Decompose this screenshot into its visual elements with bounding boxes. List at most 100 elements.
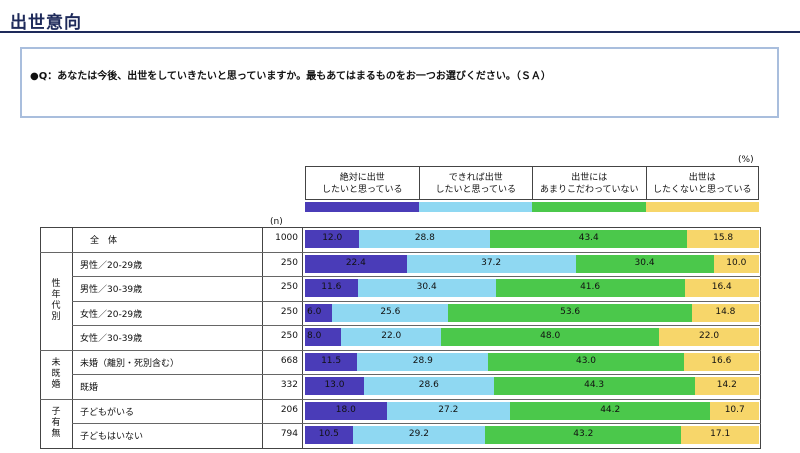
row-divider xyxy=(72,374,761,375)
data-label: 10.7 xyxy=(724,404,745,415)
n-column-header: (n) xyxy=(270,217,283,227)
legend-label-4: 出世は したくないと思っている xyxy=(652,173,752,195)
row-divider xyxy=(40,398,761,400)
group-label: 性年代別 xyxy=(51,278,61,322)
row-divider xyxy=(72,423,761,424)
row-divider xyxy=(72,276,761,277)
row-divider xyxy=(72,325,761,326)
data-label: 13.0 xyxy=(324,380,345,390)
stacked-bar: 22.4 37.2 30.4 10.0 xyxy=(305,254,759,273)
bar-segment xyxy=(510,401,711,420)
row-label: 女性／30-39歳 xyxy=(80,334,143,344)
bar-segment xyxy=(485,426,682,444)
row-label: 男性／20-29歳 xyxy=(80,260,143,271)
bar-segment xyxy=(305,426,353,444)
stacked-bar: 10.5 29.2 43.2 17.1 xyxy=(305,426,759,444)
bar-segment xyxy=(448,303,692,322)
bar-segment xyxy=(687,230,759,248)
bar-segment xyxy=(490,230,688,248)
stacked-bar: 11.6 30.4 41.6 16.4 xyxy=(305,279,759,297)
data-label: 43.2 xyxy=(573,429,594,439)
row-label: 既婚 xyxy=(80,383,99,393)
bar-segment xyxy=(684,279,759,297)
group-label: 子有無 xyxy=(51,406,61,439)
stacked-bar: 6.0 25.6 53.6 14.8 xyxy=(305,303,759,322)
data-label: 16.4 xyxy=(711,282,732,292)
bar-segment xyxy=(681,426,759,444)
n-value: 1000 xyxy=(275,233,298,243)
bar-segment xyxy=(359,230,491,248)
row-label: 子どもはいない xyxy=(80,432,144,442)
data-label: 25.6 xyxy=(380,306,401,317)
data-label: 14.2 xyxy=(716,380,737,390)
legend-swatch-3 xyxy=(532,202,646,212)
bar-segment xyxy=(363,377,494,395)
data-label: 43.0 xyxy=(575,355,597,366)
data-label: 48.0 xyxy=(540,331,561,341)
stacked-bar: 12.0 28.8 43.4 15.8 xyxy=(305,230,759,248)
bar-segment xyxy=(488,352,684,371)
title-divider xyxy=(0,31,800,33)
bar-segment xyxy=(305,328,342,346)
bar-segment xyxy=(495,279,685,297)
bar-segment xyxy=(341,328,442,346)
bar-segment xyxy=(683,352,759,371)
n-value: 668 xyxy=(280,355,298,366)
label-column-divider xyxy=(262,227,263,448)
bar-segment xyxy=(305,401,387,420)
data-label: 41.6 xyxy=(580,282,601,292)
row-label: 未婚（離別・死別含む） xyxy=(80,358,180,369)
stacked-bar: 8.0 22.0 48.0 22.0 xyxy=(305,328,759,346)
bar-segment xyxy=(441,328,660,346)
bar-segment xyxy=(357,279,496,297)
chart-table-frame xyxy=(40,227,761,449)
data-label: 15.8 xyxy=(713,233,734,243)
bar-segment xyxy=(305,279,358,297)
data-label: 12.0 xyxy=(322,233,343,243)
bar-segment xyxy=(713,254,759,273)
data-label: 27.2 xyxy=(438,404,459,415)
bar-segment xyxy=(386,401,510,420)
stacked-bar: 13.0 28.6 44.3 14.2 xyxy=(305,377,759,395)
data-label: 28.6 xyxy=(418,380,439,390)
bar-segment xyxy=(305,303,333,322)
bar-segment xyxy=(710,401,759,420)
bar-segment xyxy=(305,230,360,248)
data-label: 28.8 xyxy=(414,233,435,243)
bar-segment xyxy=(493,377,695,395)
row-label: 全 体 xyxy=(90,236,118,246)
row-divider xyxy=(40,349,761,351)
stacked-bar: 18.0 27.2 44.2 10.7 xyxy=(305,401,759,420)
bar-segment xyxy=(352,426,486,444)
data-label: 11.6 xyxy=(321,282,342,292)
data-label: 6.0 xyxy=(307,306,322,317)
bar-segment xyxy=(659,328,759,346)
legend-header-4: 出世は したくないと思っている xyxy=(645,166,759,200)
n-value: 794 xyxy=(280,429,298,439)
bar-segment xyxy=(694,377,759,395)
row-label: 男性／30-39歳 xyxy=(80,285,143,295)
data-label: 29.2 xyxy=(408,429,429,439)
bar-segment xyxy=(332,303,449,322)
legend-header-3: 出世には あまりこだわっていない xyxy=(532,166,646,200)
data-label: 11.5 xyxy=(321,355,342,366)
data-label: 16.6 xyxy=(711,355,732,366)
legend-label-1: 絶対に出世 したいと思っている xyxy=(321,173,403,195)
data-label: 44.2 xyxy=(600,404,621,415)
legend-label-3: 出世には あまりこだわっていない xyxy=(539,173,639,195)
bar-segment xyxy=(406,254,576,273)
legend-header-1: 絶対に出世 したいと思っている xyxy=(305,166,419,200)
data-label: 8.0 xyxy=(307,331,322,341)
group-column-divider xyxy=(72,227,73,448)
group-label: 未既婚 xyxy=(51,357,61,390)
data-label: 37.2 xyxy=(481,257,502,268)
bar-segment xyxy=(305,352,358,371)
data-label: 14.8 xyxy=(715,306,736,317)
data-label: 17.1 xyxy=(710,429,731,439)
data-label: 43.4 xyxy=(578,233,599,243)
data-label: 44.3 xyxy=(584,380,605,390)
data-label: 30.4 xyxy=(416,282,437,292)
data-label: 28.9 xyxy=(412,355,433,366)
bar-segment xyxy=(691,303,759,322)
legend-swatch-1 xyxy=(305,202,419,212)
